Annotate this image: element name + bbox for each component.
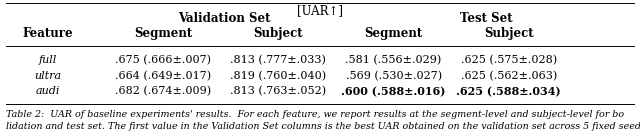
Text: [UAR↑]: [UAR↑] (297, 4, 343, 17)
Text: .625 (.588±.034): .625 (.588±.034) (456, 86, 561, 97)
Text: .600 (.588±.016): .600 (.588±.016) (341, 86, 446, 97)
Text: Validation Set: Validation Set (178, 12, 270, 25)
Text: Segment: Segment (364, 27, 423, 40)
Text: lidation and test set. The first value in the Validation Set columns is the best: lidation and test set. The first value i… (6, 122, 640, 131)
Text: Table 2:  UAR of baseline experiments' results.  For each feature, we report res: Table 2: UAR of baseline experiments' re… (6, 110, 625, 119)
Text: Subject: Subject (253, 27, 303, 40)
Text: .813 (.763±.052): .813 (.763±.052) (230, 86, 326, 97)
Text: .581 (.556±.029): .581 (.556±.029) (346, 55, 442, 65)
Text: .682 (.674±.009): .682 (.674±.009) (115, 86, 211, 97)
Text: .625 (.575±.028): .625 (.575±.028) (461, 55, 557, 65)
Text: .664 (.649±.017): .664 (.649±.017) (115, 71, 211, 81)
Text: .819 (.760±.040): .819 (.760±.040) (230, 71, 326, 81)
Text: .569 (.530±.027): .569 (.530±.027) (346, 71, 442, 81)
Text: .625 (.562±.063): .625 (.562±.063) (461, 71, 557, 81)
Text: Subject: Subject (484, 27, 534, 40)
Text: ultra: ultra (35, 71, 61, 81)
Text: full: full (39, 55, 57, 65)
Text: Segment: Segment (134, 27, 193, 40)
Text: Test Set: Test Set (460, 12, 513, 25)
Text: Feature: Feature (22, 27, 74, 40)
Text: audi: audi (36, 86, 60, 96)
Text: .813 (.777±.033): .813 (.777±.033) (230, 55, 326, 65)
Text: .675 (.666±.007): .675 (.666±.007) (115, 55, 211, 65)
